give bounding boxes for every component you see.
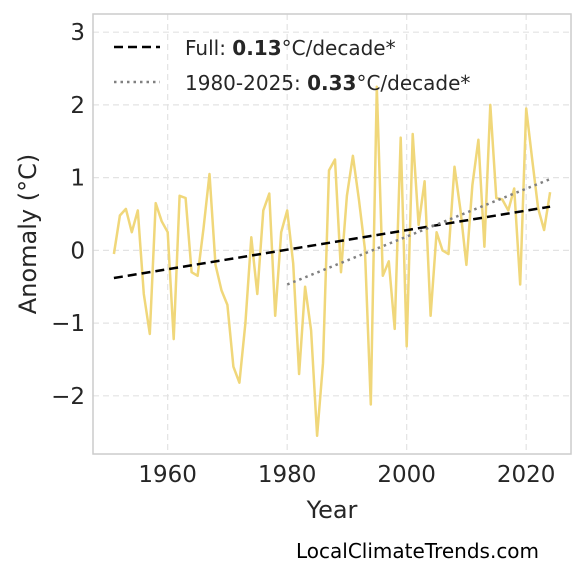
trend-1980-2025-line: [286, 177, 551, 286]
y-tick-label: 1: [70, 166, 85, 192]
series-layer: [112, 85, 552, 438]
y-tick-label: −1: [51, 311, 85, 337]
legend-full-suffix: °C/decade*: [282, 36, 396, 60]
x-tick-label: 1960: [138, 462, 197, 488]
y-axis-title: Anomaly (°C): [14, 154, 42, 314]
plot-frame: [92, 13, 572, 455]
legend-label-full: Full: 0.13°C/decade*: [185, 36, 396, 60]
y-tick-label: 3: [70, 20, 85, 46]
source-credit: LocalClimateTrends.com: [296, 539, 540, 563]
legend-full-value: 0.13: [232, 36, 281, 60]
x-tick-label: 2020: [497, 462, 556, 488]
y-tick-label: 2: [70, 93, 85, 119]
legend-label-1980-2025: 1980-2025: 0.33°C/decade*: [185, 71, 470, 95]
legend-1980-value: 0.33: [307, 71, 356, 95]
legend-full-prefix: Full:: [185, 36, 232, 60]
anomaly-series-line: [112, 85, 552, 438]
x-axis-title: Year: [306, 496, 358, 524]
y-tick-label: −2: [51, 384, 85, 410]
y-tick-labels: −2 −1 0 1 2 3: [51, 20, 85, 410]
legend-1980-prefix: 1980-2025:: [185, 71, 307, 95]
legend-1980-suffix: °C/decade*: [356, 71, 470, 95]
x-tick-label: 2000: [377, 462, 436, 488]
x-tick-label: 1980: [258, 462, 317, 488]
x-tick-labels: 1960 1980 2000 2020: [138, 462, 555, 488]
full-trend-line: [113, 205, 551, 280]
y-tick-label: 0: [70, 238, 85, 264]
legend: Full: 0.13°C/decade* 1980-2025: 0.33°C/d…: [114, 36, 470, 95]
